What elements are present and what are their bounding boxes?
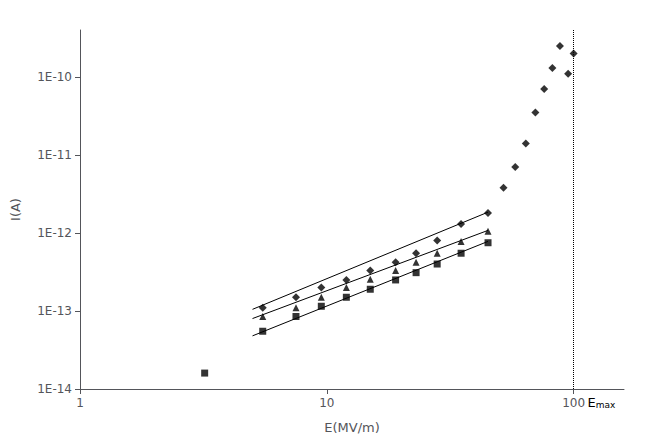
svg-text:100: 100 [562,396,585,410]
svg-text:E(MV/m): E(MV/m) [324,420,380,435]
svg-text:max: max [596,400,616,410]
svg-text:1: 1 [76,396,84,410]
svg-text:1E-14: 1E-14 [37,382,72,396]
svg-text:1E-10: 1E-10 [37,70,72,84]
svg-text:1E-11: 1E-11 [37,148,72,162]
svg-text:1E-12: 1E-12 [37,226,72,240]
svg-text:1E-13: 1E-13 [37,304,72,318]
svg-text:I(A): I(A) [8,198,23,221]
svg-text:E: E [588,395,596,410]
svg-text:10: 10 [319,396,334,410]
